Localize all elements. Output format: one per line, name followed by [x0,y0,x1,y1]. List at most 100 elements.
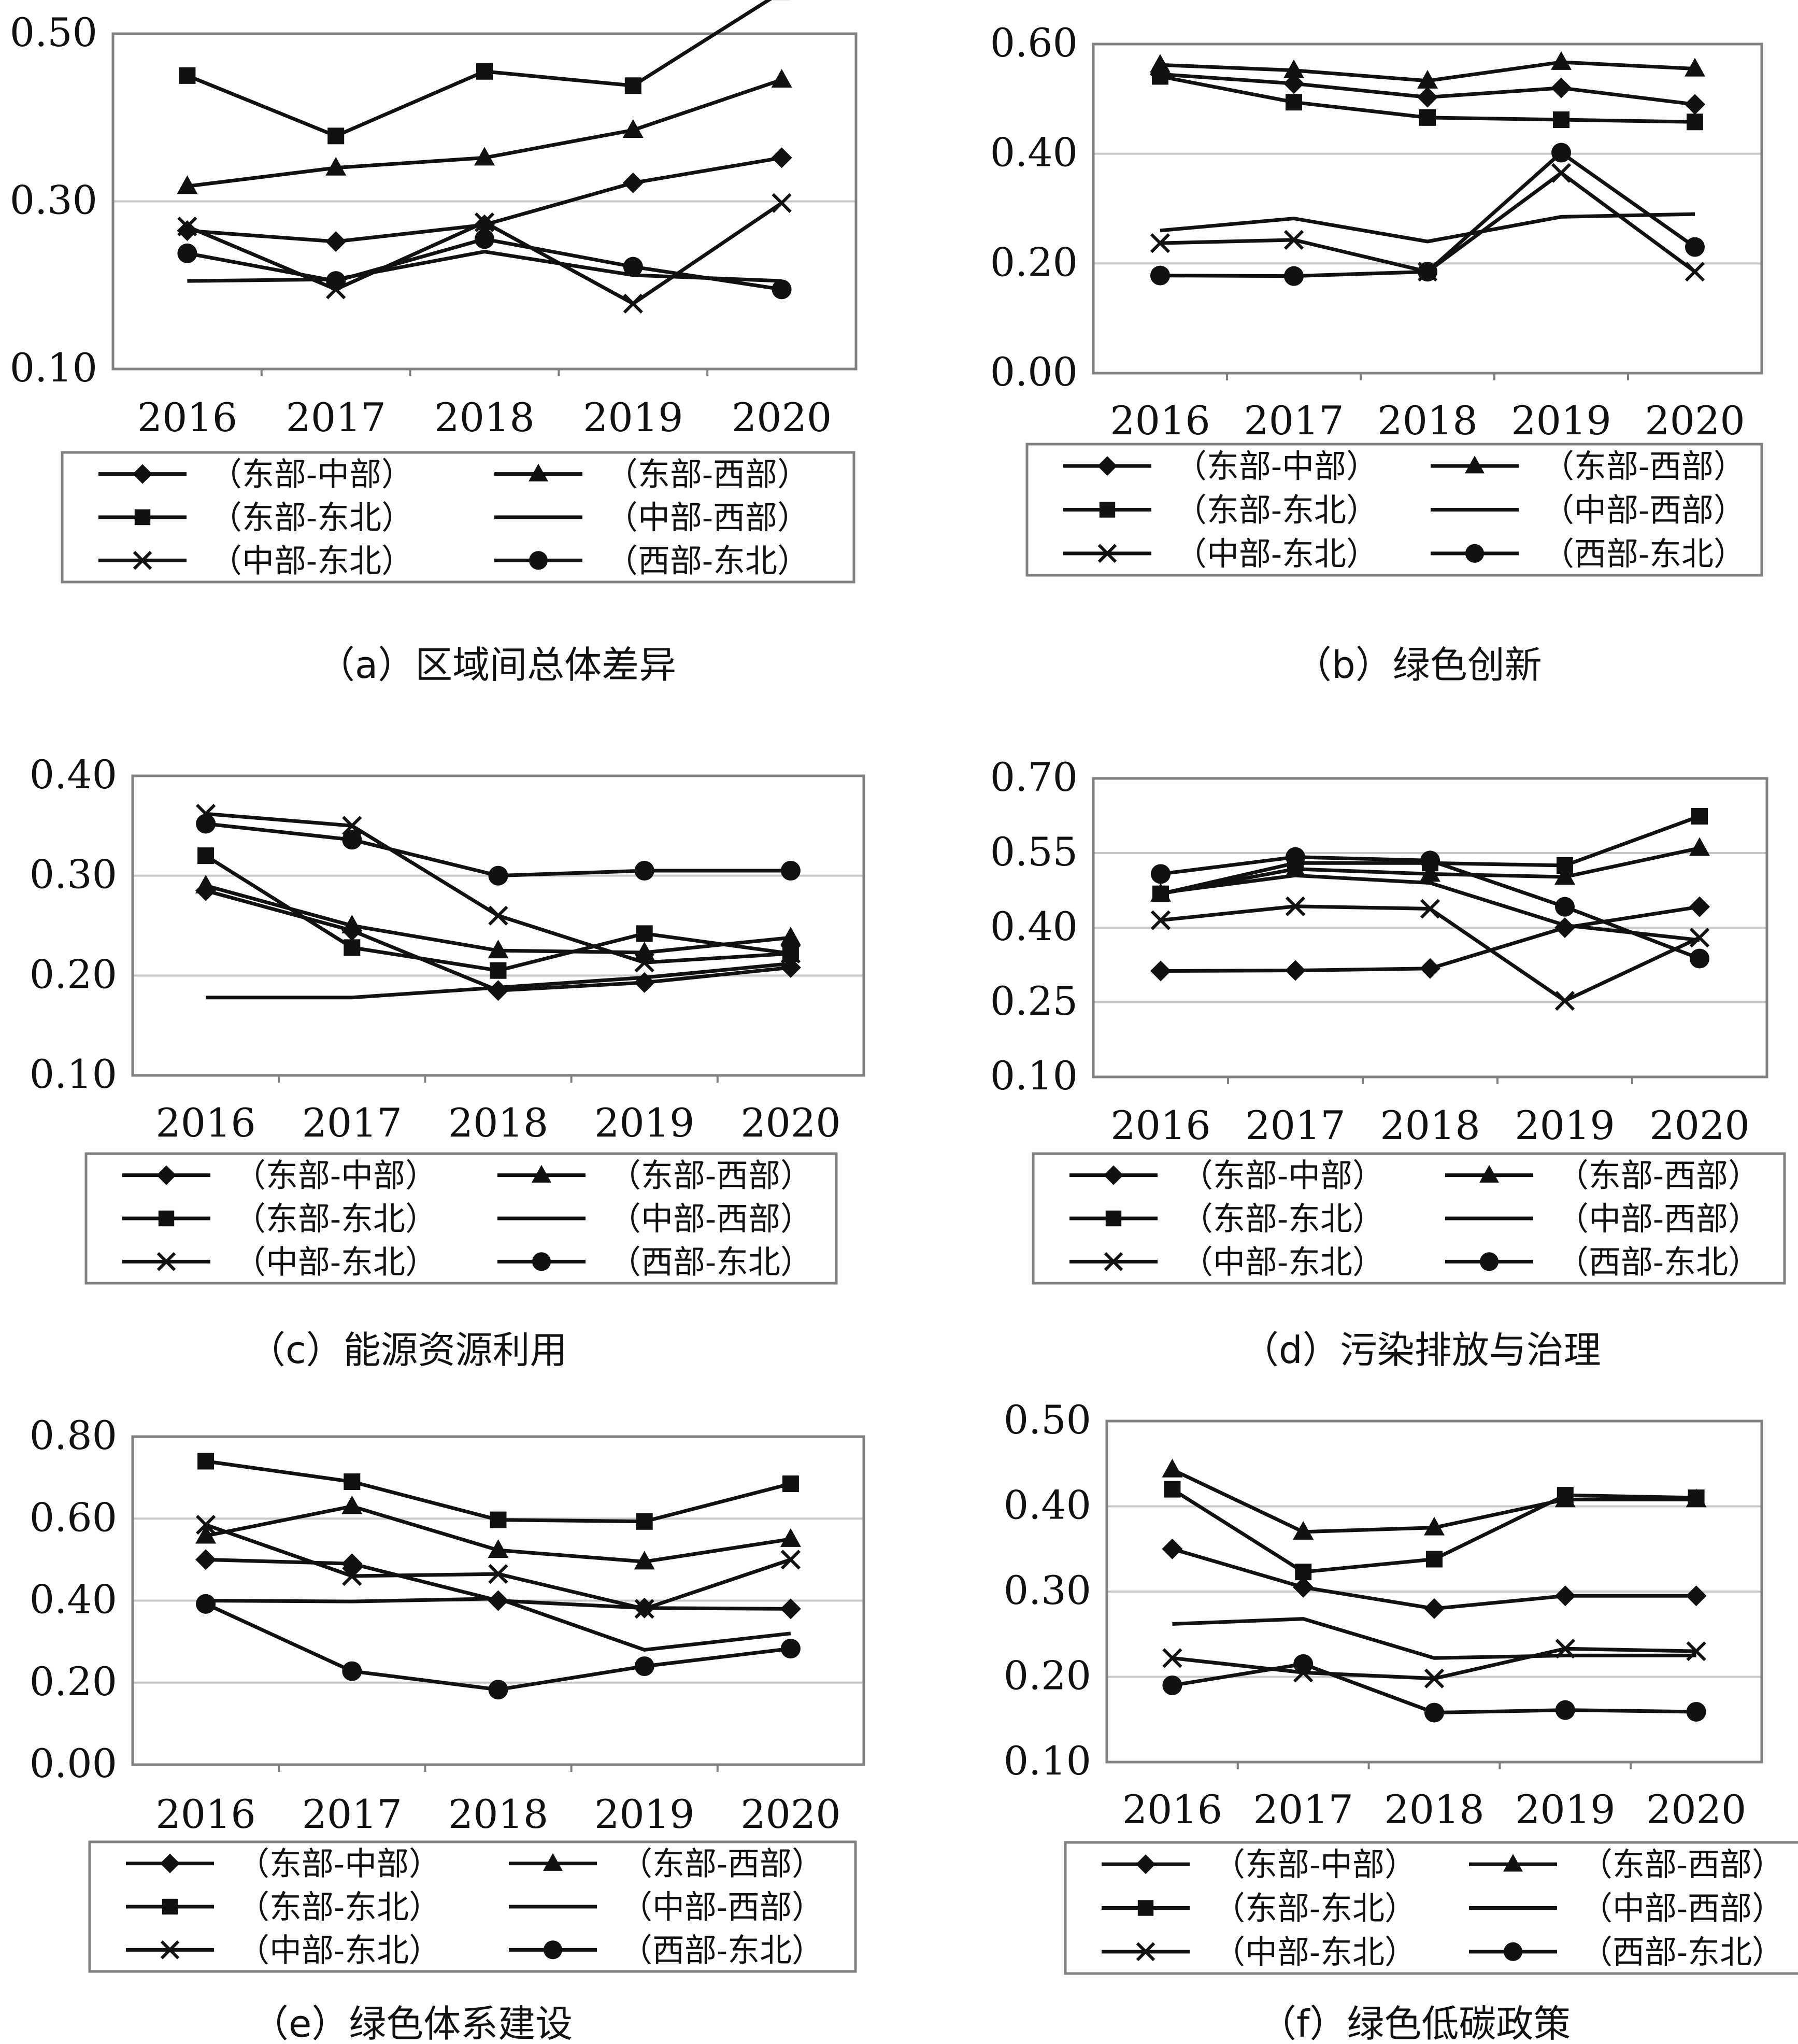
data-point [325,157,347,176]
series-line [1160,212,1695,244]
x-tick-label: 2020 [1646,1786,1746,1833]
y-tick-label: 0.00 [990,349,1078,395]
legend-swatch-marker [532,1252,551,1271]
data-point [1687,113,1703,131]
panel-caption: （b）绿色创新 [1294,643,1542,687]
series-3 [179,0,790,145]
legend-item: （东部-东北） [126,1888,441,1926]
data-point [1420,958,1440,979]
series-3 [1164,1481,1705,1581]
data-point [488,905,508,926]
legend-label: （东部-西部） [620,1845,824,1883]
data-point [475,229,494,249]
legend-label: （东部-西部） [1580,1846,1784,1883]
plot-area-frame [1092,42,1763,375]
y-tick-label: 0.40 [1004,1482,1091,1528]
data-point [772,279,792,300]
data-point [326,271,346,291]
x-tick-label: 2019 [1515,1786,1615,1833]
legend-item: （东部-中部） [1102,1846,1417,1883]
plot-area-frame [1105,1420,1763,1764]
y-tick-label: 0.40 [990,130,1078,176]
x-tick-label: 2018 [434,394,534,441]
x-tick-label: 2019 [1511,398,1611,444]
x-tick-label: 2016 [155,1791,255,1837]
legend-item: （中部-西部） [1431,491,1746,529]
data-point [1162,1538,1183,1559]
legend-frame [1032,1152,1786,1285]
data-point [1283,59,1304,78]
data-point [474,212,495,233]
x-tick-label: 2019 [583,394,683,441]
series-4 [206,961,791,1000]
legend-swatch-marker [529,551,548,570]
plot-area-frame [131,1435,865,1766]
legend-frame [84,1152,838,1285]
series-line [206,1597,791,1652]
data-point [1293,1577,1314,1598]
legend-swatch-marker [1465,456,1485,474]
data-point [488,865,508,886]
legend-label: （东部-东北） [237,1888,441,1926]
legend-item: （中部-西部） [1469,1890,1784,1927]
x-tick-label: 2020 [740,1100,840,1146]
data-point [782,1475,799,1492]
data-point [1424,1702,1444,1723]
legend-swatch-marker [156,1252,176,1271]
data-point [1685,94,1705,115]
legend-label: （东部-中部） [1213,1846,1417,1883]
data-point [780,1639,801,1659]
data-point [488,1590,509,1611]
data-point [196,1594,216,1614]
data-point [1690,948,1709,969]
data-point [1162,1648,1182,1668]
legend-label: （中部-西部） [620,1888,824,1926]
data-point [177,175,198,194]
data-point [623,257,643,277]
chart-panel-d: 0.10 0.25 0.40 0.55 0.70 2016 2017 2018 2019 2020… [990,754,1786,1372]
y-tick-label: 0.40 [990,903,1078,949]
legend-item: （西部-东北） [1445,1243,1760,1281]
legend-item: （东部-西部） [494,456,809,493]
series-line [1172,1617,1696,1660]
legend-item: （东部-西部） [1469,1846,1784,1883]
series-6 [177,229,792,300]
data-point [1557,1487,1574,1504]
legend-item: （西部-东北） [497,1243,812,1281]
legend-label: （东部-东北） [210,499,413,536]
legend: （东部-中部） （东部-西部） （东部-东北） （中部-西部） （中部-东北） （西部-东… [61,451,855,584]
x-tick-label: 2016 [137,394,237,441]
legend-swatch-marker [1105,1210,1122,1227]
x-tick-label: 2016 [1110,1102,1210,1148]
plot-area-frame [1092,777,1768,1078]
data-point [342,816,362,836]
y-tick-label: 0.30 [1004,1567,1091,1613]
data-point [341,1553,363,1574]
x-tick-label: 2018 [448,1791,548,1837]
data-point [1555,897,1575,917]
y-tick-label: 0.80 [30,1412,117,1458]
data-point [488,940,509,959]
data-point [1283,230,1304,250]
series-4 [1160,873,1700,942]
data-point [488,1539,509,1558]
data-point [341,1495,363,1514]
chart-panel-c: 0.10 0.20 0.30 0.40 2016 2017 2018 2019 2020 （东部-… [30,751,865,1372]
series-5 [1162,1639,1706,1688]
data-point [636,1513,653,1530]
legend-item: （中部-东北） [122,1243,437,1281]
legend-item: （东部-中部） [1069,1157,1385,1195]
x-tick-label: 2020 [740,1791,840,1837]
data-point [780,1598,801,1620]
series-1 [177,147,792,252]
legend-label: （中部-东北） [1175,535,1378,573]
data-point [1551,77,1572,98]
data-point [474,214,495,235]
data-point [1420,899,1440,919]
data-point [634,1599,654,1619]
legend-label: （东部-中部） [234,1157,437,1195]
data-point [474,147,495,166]
data-point [195,1525,217,1544]
legend-label: （西部-东北） [606,542,809,579]
legend-label: （中部-西部） [1557,1200,1760,1238]
